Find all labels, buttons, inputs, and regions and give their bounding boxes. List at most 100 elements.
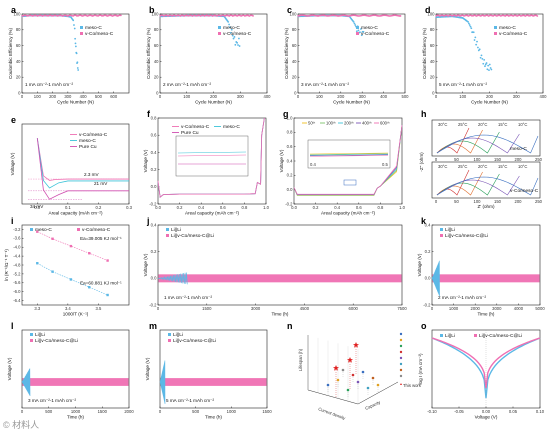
data-point-d-meso-C xyxy=(468,24,471,26)
plot-frame-c xyxy=(297,13,406,94)
x-tick-label-f: 0.2 xyxy=(177,205,183,210)
y-tick-label-c: 20 xyxy=(292,75,297,80)
legend-label-e: meso-C xyxy=(79,138,96,144)
temperature-label-h: 25°C xyxy=(458,122,467,127)
data-point-b-meso-C xyxy=(229,26,231,29)
x-tick-label-d: 200 xyxy=(486,94,494,99)
x-tick-label-m: 0 xyxy=(159,409,162,414)
y-tick-label-j: 0.2 xyxy=(151,249,157,254)
x-tick-label-a: 200 xyxy=(49,94,57,99)
data-point-d-meso-C xyxy=(479,56,482,59)
y-tick-label-i: -3.6 xyxy=(13,236,21,241)
x-tick-label-l: 2000 xyxy=(124,409,134,414)
panel-label-m: m xyxy=(149,321,157,331)
data-point-d-meso-C xyxy=(481,58,484,60)
data-point-d-meso-C xyxy=(486,68,489,71)
legend-swatch-a xyxy=(80,32,83,35)
y-tick-label-d: 0 xyxy=(432,90,435,95)
data-point-c-meso-C xyxy=(353,22,356,25)
x-tick-label-b: 100 xyxy=(183,94,191,99)
legend-label-j: Li||Li xyxy=(171,227,181,233)
legend-label-i: v-Co/meso-C xyxy=(82,227,111,233)
data-point-a-meso-C xyxy=(74,42,77,45)
y-tick-label-a: 80 xyxy=(16,27,21,32)
legend-swatch-m xyxy=(168,333,171,336)
legend-label-l: Li||v-Co/meso-C@Li xyxy=(35,338,78,344)
y-tick-label-g: 0.4 xyxy=(287,158,293,163)
y-tick-label-b: 100 xyxy=(152,11,160,16)
legend-swatch-n xyxy=(399,362,403,366)
x-tick-label-l: 0 xyxy=(21,409,24,414)
legend-swatch-k xyxy=(440,234,443,237)
series-line-k-Li||Li xyxy=(431,260,440,297)
legend-swatch-c xyxy=(356,32,359,35)
x-tick-label-j: 1500 xyxy=(202,306,212,311)
data-point-a-meso-C xyxy=(74,45,77,48)
data-point-b-meso-C xyxy=(238,37,240,40)
x-tick-label-f: 0.4 xyxy=(198,205,204,210)
x-tick-label-o: -0.05 xyxy=(454,409,464,414)
data-point-n-ref xyxy=(341,368,345,372)
panel-label-a: a xyxy=(11,5,17,15)
plot-frame-m xyxy=(159,329,268,409)
x-tick-label-c: 500 xyxy=(402,94,410,99)
x-tick-label-g: 0.8 xyxy=(377,205,383,210)
x-tick-label-h: 0 xyxy=(435,199,438,204)
x-axis-label-d: Cycle Number (N) xyxy=(471,100,508,105)
x-tick-label-c: 200 xyxy=(337,94,345,99)
data-point-d-meso-C xyxy=(475,43,478,46)
data-point-d-meso-C xyxy=(487,64,490,67)
annotation-e: 21 mV xyxy=(94,181,108,186)
y-tick-label-a: 100 xyxy=(14,11,22,16)
legend-label-e: Pure Cu xyxy=(79,144,97,150)
y-tick-label-c: 0 xyxy=(294,90,297,95)
x-tick-label-j: 7500 xyxy=(397,306,407,311)
x-tick-label-d: 400 xyxy=(540,94,548,99)
x-tick-label-b: 0 xyxy=(159,94,162,99)
x-tick-label-k: 0 xyxy=(431,306,434,311)
data-point-i-meso-C xyxy=(36,262,39,265)
legend-swatch-o xyxy=(474,334,477,337)
y-axis-label-j: Voltage (V) xyxy=(143,253,148,276)
panel-label-f: f xyxy=(147,109,151,119)
y-tick-label-f: 0.4 xyxy=(151,150,157,155)
panel-label-h: h xyxy=(421,109,427,119)
x-tick-label-f: 0.0 xyxy=(155,205,161,210)
x-tick-label-i: 3.5 xyxy=(96,306,102,311)
y-tick-label-d: 20 xyxy=(430,75,435,80)
y-tick-label-f: -0.2 xyxy=(149,201,157,206)
data-point-d-meso-C xyxy=(467,21,469,23)
axis-n xyxy=(357,381,399,405)
temperature-label-h: 15°C xyxy=(498,122,507,127)
legend-swatch-m xyxy=(168,339,171,342)
x-tick-label-a: 100 xyxy=(34,94,42,99)
legend-label-j: Li||v-Co/meso-C@Li xyxy=(171,233,214,239)
y-tick-label-j: -0.2 xyxy=(149,302,157,307)
x-axis-label-a: Cycle Number (N) xyxy=(57,100,94,105)
x-tick-label-e: 0.0 xyxy=(34,205,40,210)
y-axis-label-b: Coulombic Efficiency (%) xyxy=(146,28,151,79)
x-tick-label-k: 1000 xyxy=(449,306,459,311)
temperature-label-h: 15°C xyxy=(498,164,507,169)
inset-line-f xyxy=(177,154,247,157)
legend-swatch-n xyxy=(399,344,403,348)
y-tick-label-b: 60 xyxy=(154,43,159,48)
x-tick-label-h: 200 xyxy=(515,199,523,204)
data-point-d-meso-C xyxy=(474,36,477,39)
y-tick-label-f: 0.2 xyxy=(151,167,157,172)
x-tick-label-j: 0 xyxy=(157,306,160,311)
panel-label-e: e xyxy=(11,115,16,125)
legend-swatch-n xyxy=(399,332,403,336)
legend-swatch-n xyxy=(399,368,403,372)
x-tick-label-b: 300 xyxy=(237,94,245,99)
x-tick-label-l: 1000 xyxy=(71,409,81,414)
zoom-box-g xyxy=(343,179,357,186)
legend-label-o: Li||Li xyxy=(445,333,455,339)
data-point-d-meso-C xyxy=(470,27,473,30)
y-tick-label-b: 0 xyxy=(156,90,159,95)
y-tick-label-j: 0.0 xyxy=(151,276,157,281)
y-tick-label-i: -6.0 xyxy=(13,289,21,294)
watermark: © 材料人 xyxy=(3,420,40,430)
data-point-i-meso-C xyxy=(69,278,73,281)
x-axis-label-i: 1000/T (K⁻¹) xyxy=(63,312,89,317)
